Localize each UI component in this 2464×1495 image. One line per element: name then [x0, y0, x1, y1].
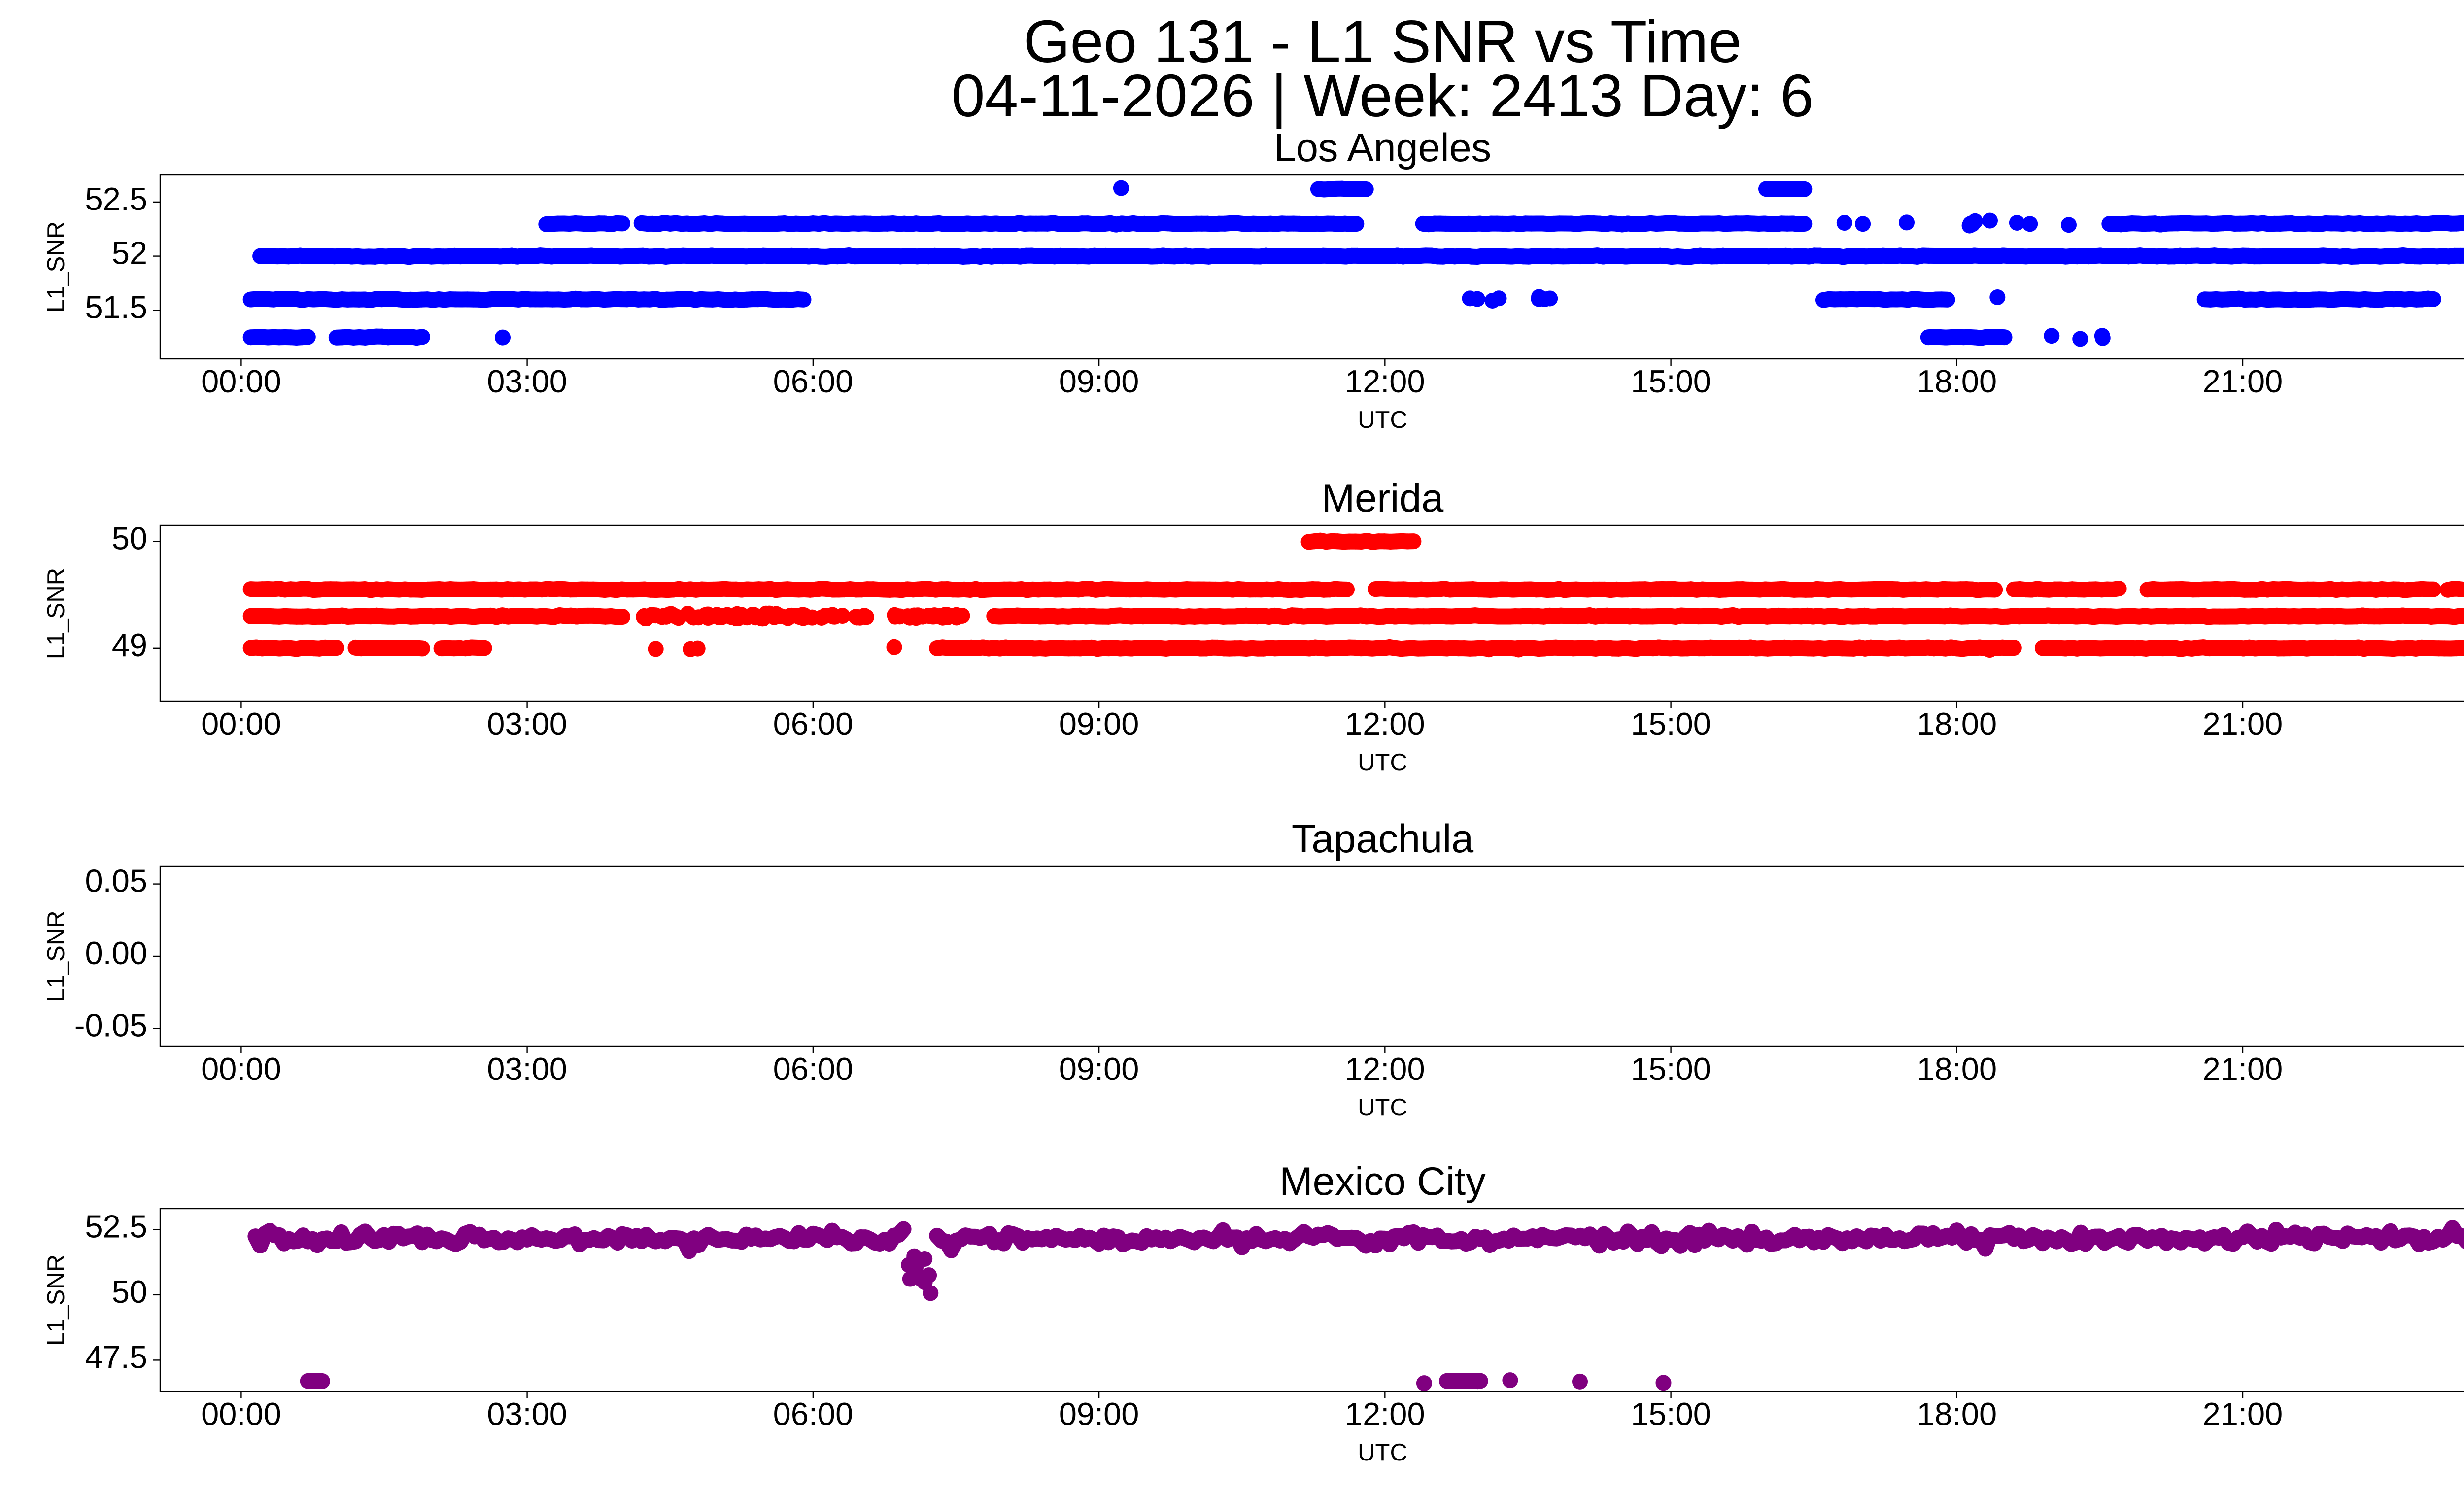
svg-text:09:00: 09:00	[1059, 363, 1139, 399]
svg-text:12:00: 12:00	[1345, 363, 1425, 399]
svg-text:52.5: 52.5	[85, 181, 147, 217]
svg-text:50: 50	[112, 1274, 147, 1310]
svg-text:21:00: 21:00	[2203, 363, 2283, 399]
svg-text:47.5: 47.5	[85, 1339, 147, 1375]
svg-text:18:00: 18:00	[1916, 363, 1997, 399]
svg-text:00:00: 00:00	[201, 363, 281, 399]
svg-text:UTC: UTC	[1358, 1439, 1407, 1466]
svg-text:03:00: 03:00	[487, 363, 567, 399]
svg-text:03:00: 03:00	[487, 1051, 567, 1087]
svg-text:-0.05: -0.05	[74, 1007, 147, 1043]
svg-text:49: 49	[112, 627, 147, 663]
svg-text:06:00: 06:00	[773, 706, 854, 742]
svg-text:09:00: 09:00	[1059, 1051, 1139, 1087]
svg-text:00:00: 00:00	[201, 706, 281, 742]
svg-text:04-11-2026 | Week: 2413 Day: 6: 04-11-2026 | Week: 2413 Day: 6	[952, 62, 1814, 129]
svg-text:00:00: 00:00	[201, 1396, 281, 1432]
svg-text:12:00: 12:00	[1345, 706, 1425, 742]
svg-text:52.5: 52.5	[85, 1208, 147, 1244]
svg-text:Los Angeles: Los Angeles	[1274, 126, 1491, 170]
svg-text:12:00: 12:00	[1345, 1051, 1425, 1087]
svg-text:03:00: 03:00	[487, 1396, 567, 1432]
svg-text:50: 50	[112, 521, 147, 556]
svg-text:L1_SNR: L1_SNR	[43, 1254, 69, 1346]
svg-text:18:00: 18:00	[1916, 1051, 1997, 1087]
svg-text:18:00: 18:00	[1916, 1396, 1997, 1432]
svg-text:UTC: UTC	[1358, 407, 1407, 433]
svg-text:06:00: 06:00	[773, 1396, 854, 1432]
svg-text:0.05: 0.05	[85, 863, 147, 899]
svg-text:15:00: 15:00	[1631, 706, 1711, 742]
svg-text:15:00: 15:00	[1631, 1051, 1711, 1087]
svg-text:UTC: UTC	[1358, 749, 1407, 776]
svg-text:06:00: 06:00	[773, 363, 854, 399]
svg-text:06:00: 06:00	[773, 1051, 854, 1087]
svg-text:UTC: UTC	[1358, 1094, 1407, 1121]
svg-text:52: 52	[112, 235, 147, 271]
svg-text:12:00: 12:00	[1345, 1396, 1425, 1432]
svg-text:00:00: 00:00	[201, 1051, 281, 1087]
svg-text:L1_SNR: L1_SNR	[43, 568, 69, 659]
svg-text:Tapachula: Tapachula	[1292, 817, 1474, 861]
svg-text:Merida: Merida	[1322, 476, 1444, 521]
svg-text:09:00: 09:00	[1059, 1396, 1139, 1432]
svg-text:15:00: 15:00	[1631, 1396, 1711, 1432]
svg-text:0.00: 0.00	[85, 935, 147, 971]
svg-text:L1_SNR: L1_SNR	[43, 221, 69, 313]
svg-text:21:00: 21:00	[2203, 1051, 2283, 1087]
svg-text:03:00: 03:00	[487, 706, 567, 742]
svg-text:18:00: 18:00	[1916, 706, 1997, 742]
svg-text:L1_SNR: L1_SNR	[43, 910, 69, 1002]
svg-text:Mexico City: Mexico City	[1279, 1159, 1486, 1204]
svg-text:09:00: 09:00	[1059, 706, 1139, 742]
svg-text:21:00: 21:00	[2203, 706, 2283, 742]
svg-text:51.5: 51.5	[85, 289, 147, 325]
svg-text:15:00: 15:00	[1631, 363, 1711, 399]
svg-text:21:00: 21:00	[2203, 1396, 2283, 1432]
